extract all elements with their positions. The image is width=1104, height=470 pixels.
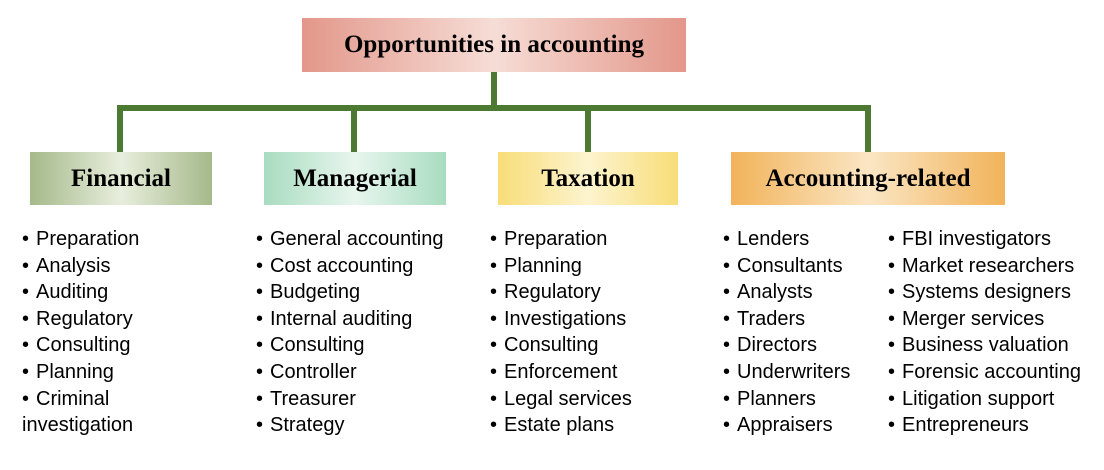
managerial-item-list: • General accounting • Cost accounting • Bu…: [256, 226, 443, 439]
list-item: • Controller: [256, 359, 443, 386]
bullet-icon: •: [888, 281, 896, 304]
bullet-icon: •: [22, 387, 30, 410]
list-item: • Strategy: [256, 412, 443, 439]
bullet-icon: •: [256, 254, 264, 277]
list-item: • Investigations: [490, 306, 632, 333]
bullet-icon: •: [490, 334, 498, 357]
bullet-icon: •: [888, 254, 896, 277]
list-item: • Market researchers: [888, 253, 1081, 280]
list-item: • Enforcement: [490, 359, 632, 386]
list-item: • Consultants: [723, 253, 850, 280]
list-item: • Analysis: [22, 253, 172, 280]
list-item: • Underwriters: [723, 359, 850, 386]
list-item: • Planning: [490, 253, 632, 280]
list-item: • Regulatory: [490, 279, 632, 306]
category-accounting-related: Accounting-related: [731, 152, 1005, 205]
bullet-icon: •: [490, 228, 498, 250]
list-item: • Lenders: [723, 226, 850, 253]
category-label: Taxation: [541, 164, 635, 192]
root-node: Opportunities in accounting: [302, 18, 686, 72]
list-item: • General accounting: [256, 226, 443, 253]
list-item: • Treasurer: [256, 386, 443, 413]
list-item: • Preparation: [22, 226, 172, 253]
list-item: • Entrepreneurs: [888, 412, 1081, 439]
list-item: • Internal auditing: [256, 306, 443, 333]
list-item: • Business valuation: [888, 332, 1081, 359]
bullet-icon: •: [256, 307, 264, 330]
list-item: • Planning: [22, 359, 172, 386]
bullet-icon: •: [723, 334, 731, 357]
bullet-icon: •: [256, 387, 264, 410]
bullet-icon: •: [888, 360, 896, 383]
taxation-item-list: • Preparation • Planning • Regulatory • Inve…: [490, 226, 632, 439]
financial-item-list: • Preparation • Analysis • Auditing • Regula…: [22, 226, 172, 439]
list-item: • Forensic accounting: [888, 359, 1081, 386]
accounting-related-item-list-1: • Lenders • Consultants • Analysts • Traders…: [723, 226, 850, 439]
bullet-icon: •: [22, 254, 30, 277]
list-item: • Budgeting: [256, 279, 443, 306]
bullet-icon: •: [723, 387, 731, 410]
list-item: • Analysts: [723, 279, 850, 306]
root-label: Opportunities in accounting: [343, 31, 645, 58]
bullet-icon: •: [490, 281, 498, 304]
bullet-icon: •: [22, 281, 30, 304]
bullet-icon: •: [888, 414, 896, 437]
list-item: • Systems designers: [888, 279, 1081, 306]
category-label: Financial: [70, 164, 171, 192]
bullet-icon: •: [723, 254, 731, 277]
bullet-icon: •: [888, 334, 896, 357]
list-item: • Regulatory: [22, 306, 172, 333]
connector-group: [117, 69, 871, 155]
list-item: • Merger services: [888, 306, 1081, 333]
bullet-icon: •: [490, 307, 498, 330]
bullet-icon: •: [723, 414, 731, 437]
bullet-icon: •: [22, 307, 30, 330]
bullet-icon: •: [22, 360, 30, 383]
bullet-icon: •: [490, 254, 498, 277]
bullet-icon: •: [723, 307, 731, 330]
bullet-icon: •: [22, 334, 30, 357]
list-item: • Consulting: [256, 332, 443, 359]
category-managerial: Managerial: [264, 152, 446, 205]
list-item: • Traders: [723, 306, 850, 333]
list-item: • Appraisers: [723, 412, 850, 439]
accounting-related-item-list-2: • FBI investigators • Market researchers •…: [888, 226, 1081, 439]
bullet-icon: •: [490, 414, 498, 437]
bullet-icon: •: [888, 307, 896, 330]
bullet-icon: •: [256, 281, 264, 304]
category-label: Managerial: [293, 164, 417, 192]
bullet-icon: •: [888, 387, 896, 410]
list-item: • Criminal investigation: [22, 387, 134, 437]
category-label: Accounting-related: [765, 164, 971, 192]
bullet-icon: •: [723, 228, 731, 250]
list-item: • FBI investigators: [888, 226, 1081, 253]
list-item: • Auditing: [22, 279, 172, 306]
bullet-icon: •: [723, 360, 731, 383]
category-taxation: Taxation: [498, 152, 678, 205]
bullet-icon: •: [256, 228, 264, 250]
list-item: • Cost accounting: [256, 253, 443, 280]
list-item: • Legal services: [490, 386, 632, 413]
list-item: • Estate plans: [490, 412, 632, 439]
list-item: • Consulting: [490, 332, 632, 359]
bullet-icon: •: [888, 228, 896, 250]
list-item: • Planners: [723, 386, 850, 413]
bullet-icon: •: [490, 360, 498, 383]
bullet-icon: •: [256, 334, 264, 357]
bullet-icon: •: [723, 281, 731, 304]
list-item: • Directors: [723, 332, 850, 359]
list-item: • Litigation support: [888, 386, 1081, 413]
bullet-icon: •: [256, 360, 264, 383]
bullet-icon: •: [256, 414, 264, 437]
category-financial: Financial: [30, 152, 212, 205]
bullet-icon: •: [490, 387, 498, 410]
list-item: • Preparation: [490, 226, 632, 253]
list-item: • Consulting: [22, 332, 172, 359]
bullet-icon: •: [22, 228, 30, 250]
